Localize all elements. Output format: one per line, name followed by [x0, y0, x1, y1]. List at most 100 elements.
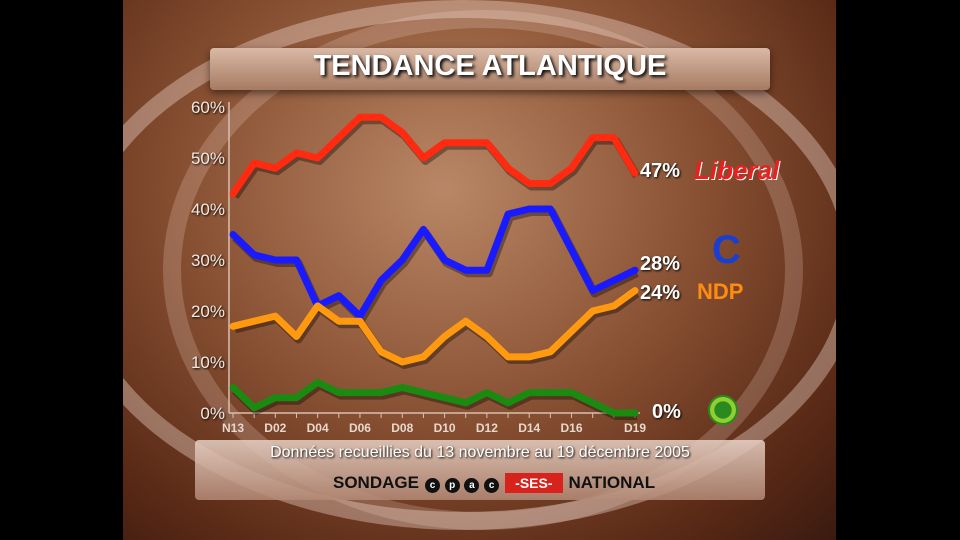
data-point	[465, 142, 467, 144]
data-point	[295, 152, 297, 154]
data-point	[401, 387, 403, 388]
series-line-ndp	[229, 287, 639, 366]
data-point	[422, 228, 424, 230]
x-tick-label: D08	[391, 421, 413, 435]
x-tick-label: D04	[307, 421, 329, 435]
green-party-logo-icon	[708, 395, 738, 425]
data-point	[253, 254, 255, 256]
data-point	[634, 269, 636, 271]
data-point	[253, 320, 255, 322]
title-bar	[210, 48, 770, 90]
data-point	[444, 397, 446, 399]
data-point	[507, 356, 509, 358]
x-tick-label: D02	[264, 421, 286, 435]
conservative-final-label: 28%	[640, 253, 681, 275]
data-point	[317, 381, 319, 383]
national-label: NATIONAL	[568, 473, 656, 492]
source-note: Données recueillies du 13 novembre au 19…	[270, 444, 690, 461]
data-point	[571, 249, 573, 251]
data-point	[274, 397, 276, 399]
data-point	[359, 116, 361, 118]
data-point	[613, 412, 615, 414]
data-point	[338, 320, 340, 322]
data-point	[592, 137, 594, 139]
data-point	[634, 290, 636, 292]
data-point	[486, 336, 488, 337]
y-tick-label: 40%	[191, 200, 225, 219]
data-point	[549, 208, 551, 210]
x-tick-label: D16	[561, 421, 583, 435]
x-tick-label: D14	[518, 421, 540, 435]
data-point	[232, 234, 234, 235]
data-point	[295, 397, 297, 399]
data-point	[444, 142, 446, 144]
data-point	[359, 392, 361, 394]
data-point	[592, 290, 594, 292]
data-point	[380, 351, 382, 353]
data-point	[401, 132, 403, 133]
x-tick-label: N13	[222, 421, 244, 435]
data-point	[295, 336, 297, 337]
footer-bar	[195, 440, 765, 500]
data-point	[571, 330, 573, 332]
cpac-logo-letter: c	[424, 478, 440, 493]
data-point	[507, 167, 509, 169]
data-point	[486, 269, 488, 271]
data-point	[317, 157, 319, 159]
data-point	[507, 213, 509, 215]
data-point	[232, 387, 234, 388]
y-tick-label: 30%	[191, 251, 225, 270]
green-final-label: 0%	[652, 401, 681, 423]
y-tick-label: 60%	[191, 98, 225, 117]
chart-title: TENDANCE ATLANTIQUE	[313, 50, 667, 82]
data-point	[592, 310, 594, 312]
data-point	[422, 392, 424, 394]
cpac-logo-letter: a	[464, 478, 480, 493]
x-tick-label: D19	[624, 421, 646, 435]
data-point	[465, 320, 467, 322]
data-point	[613, 279, 615, 281]
data-point	[528, 208, 530, 210]
cpac-logo-letter: c	[484, 478, 500, 493]
data-point	[486, 142, 488, 144]
y-tick-label: 50%	[191, 149, 225, 168]
ses-logo: -SES-	[505, 473, 563, 493]
data-point	[634, 172, 636, 174]
series-line-liberal	[229, 113, 639, 198]
y-tick-label: 20%	[191, 302, 225, 321]
data-point	[613, 137, 615, 139]
data-point	[422, 356, 424, 358]
y-tick-label: 0%	[200, 404, 225, 423]
data-point	[401, 361, 403, 363]
data-point	[359, 315, 361, 317]
data-point	[634, 412, 636, 414]
data-point	[359, 320, 361, 322]
y-tick-label: 10%	[191, 353, 225, 372]
data-point	[274, 259, 276, 261]
data-point	[380, 392, 382, 394]
data-point	[549, 183, 551, 184]
data-point	[338, 392, 340, 394]
poll-credit: SONDAGE c p a c -SES- NATIONAL	[333, 473, 655, 493]
series-line-vert	[229, 378, 639, 417]
x-tick-label: D12	[476, 421, 498, 435]
ndp-final-label: 24%	[640, 282, 681, 304]
data-point	[401, 259, 403, 261]
cpac-logo-letter: p	[444, 478, 460, 493]
data-point	[380, 279, 382, 281]
data-point	[317, 305, 319, 307]
data-point	[444, 259, 446, 261]
ndp-logo: NDP	[697, 279, 744, 304]
data-point	[528, 392, 530, 394]
x-tick-label: D06	[349, 421, 371, 435]
data-point	[232, 325, 234, 327]
data-point	[253, 162, 255, 164]
data-point	[549, 392, 551, 394]
data-point	[528, 183, 530, 184]
data-point	[253, 407, 255, 409]
data-point	[507, 402, 509, 404]
data-point	[232, 193, 234, 195]
x-tick-label: D10	[434, 421, 456, 435]
data-point	[274, 167, 276, 169]
conservative-logo: C	[712, 228, 741, 272]
